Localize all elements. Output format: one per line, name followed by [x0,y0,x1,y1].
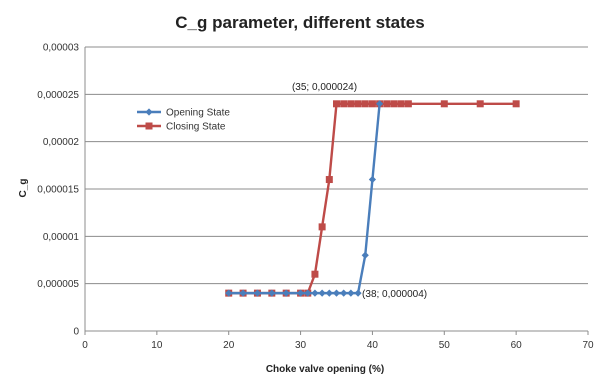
data-point [304,289,312,297]
data-point [318,223,326,231]
data-point [332,289,341,297]
data-point [333,100,340,108]
legend-swatch-marker [145,108,153,116]
data-point [239,289,247,297]
data-point [311,270,319,278]
data-point [361,100,369,108]
series-diamond [225,100,384,297]
x-tick-label: 40 [367,340,379,351]
data-point [253,289,262,297]
series-layer [225,100,520,297]
x-tick-label: 70 [582,340,594,351]
data-point [318,289,326,297]
data-point [311,289,319,297]
gridlines [85,46,588,285]
y-tick-label: 0,00002 [43,137,80,148]
data-point [476,100,484,108]
annotation-label: (38; 0,000004) [362,289,427,300]
x-tick-label: 0 [82,340,88,351]
legend-swatch-marker [145,122,153,130]
y-tick-labels: 0 0,000005 0,00001 0,000015 0,00002 0,000025 0… [37,43,79,338]
data-point [340,100,348,108]
data-point [347,289,355,297]
data-point [512,100,520,108]
y-tick-label: 0,00001 [43,232,80,243]
legend-label: Closing State [166,122,226,133]
x-tick-label: 10 [151,340,163,351]
data-point [325,289,333,297]
data-point [296,289,305,297]
annotation-label: (35; 0,000024) [292,82,357,93]
y-axis-label: C_g [18,179,29,198]
x-tick-label: 50 [439,340,451,351]
series-square [225,100,520,297]
data-point [282,289,290,297]
data-point [340,289,348,297]
x-tick-label: 20 [223,340,235,351]
x-axis-label: Choke valve opening (%) [266,364,384,375]
data-point [347,100,355,108]
data-point [383,100,391,108]
data-point [368,175,377,184]
data-point [390,100,398,108]
series-line [228,103,381,295]
axes [84,47,589,335]
legend-label: Opening State [166,108,230,119]
x-tick-labels: 0 10 20 30 40 50 60 70 [82,340,594,351]
data-point [404,100,412,108]
data-point [268,289,276,297]
series-line [228,102,517,295]
data-point [440,100,448,108]
x-tick-label: 30 [295,340,307,351]
data-point [354,289,362,297]
y-tick-label: 0,00003 [43,43,80,54]
y-tick-label: 0 [73,327,79,338]
annotations: (35; 0,000024) (38; 0,000004) [292,82,427,300]
legend: Opening State Closing State [137,108,230,133]
data-point [361,251,369,259]
data-point [354,100,362,108]
data-point [325,176,333,184]
x-tick-label: 60 [511,340,523,351]
data-point [225,289,233,297]
chart-title: C_g parameter, different states [175,13,424,32]
data-point [376,100,384,108]
y-tick-label: 0,000015 [37,185,79,196]
y-tick-label: 0,000025 [37,90,79,101]
y-tick-label: 0,000005 [37,279,79,290]
data-point [397,100,405,108]
data-point [368,100,376,108]
